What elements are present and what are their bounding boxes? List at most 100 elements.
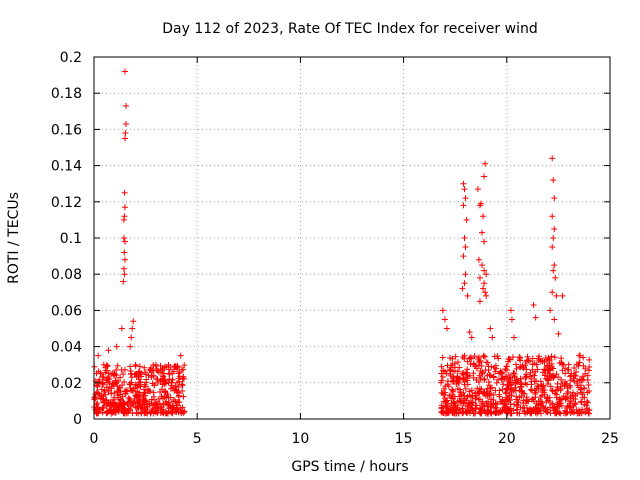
data-point bbox=[151, 382, 158, 389]
data-point bbox=[582, 370, 589, 377]
data-point bbox=[508, 410, 515, 417]
data-point bbox=[533, 408, 540, 415]
data-point bbox=[99, 404, 106, 411]
data-point bbox=[451, 360, 458, 367]
data-point bbox=[108, 385, 115, 392]
data-point bbox=[451, 393, 458, 400]
data-point bbox=[549, 244, 556, 251]
data-point bbox=[489, 334, 496, 341]
data-point bbox=[555, 330, 562, 337]
data-point bbox=[529, 395, 536, 402]
data-point bbox=[100, 396, 107, 403]
data-point bbox=[575, 362, 582, 369]
data-point bbox=[175, 393, 182, 400]
data-point bbox=[546, 362, 553, 369]
x-tick-label: 15 bbox=[395, 431, 413, 447]
data-point bbox=[141, 389, 148, 396]
data-point bbox=[514, 410, 521, 417]
data-point bbox=[170, 366, 177, 373]
data-point bbox=[120, 410, 127, 417]
data-point bbox=[469, 399, 476, 406]
data-point bbox=[111, 370, 118, 377]
data-point bbox=[471, 361, 478, 368]
data-point bbox=[99, 379, 106, 386]
data-point bbox=[513, 365, 520, 372]
data-point bbox=[477, 358, 484, 365]
data-point bbox=[462, 271, 469, 278]
data-point bbox=[535, 383, 542, 390]
data-point bbox=[484, 359, 491, 366]
x-tick-label: 25 bbox=[601, 431, 619, 447]
data-point bbox=[449, 387, 456, 394]
data-point bbox=[550, 177, 557, 184]
data-point bbox=[462, 385, 469, 392]
y-tick-label: 0.1 bbox=[60, 231, 82, 247]
data-point bbox=[118, 402, 125, 409]
data-point bbox=[466, 329, 473, 336]
data-point bbox=[462, 400, 469, 407]
data-point bbox=[555, 374, 562, 381]
data-point bbox=[487, 325, 494, 332]
data-point bbox=[507, 397, 514, 404]
data-point bbox=[493, 409, 500, 416]
data-point bbox=[505, 371, 512, 378]
data-point bbox=[461, 397, 468, 404]
data-point bbox=[118, 325, 125, 332]
data-point bbox=[161, 370, 168, 377]
data-point bbox=[127, 343, 134, 350]
data-point bbox=[460, 253, 467, 260]
data-point bbox=[163, 393, 170, 400]
data-point bbox=[121, 68, 128, 75]
data-point bbox=[495, 355, 502, 362]
data-point bbox=[109, 409, 116, 416]
data-point bbox=[479, 262, 486, 269]
data-point bbox=[539, 358, 546, 365]
data-point bbox=[564, 384, 571, 391]
data-point bbox=[443, 325, 450, 332]
data-point bbox=[121, 189, 128, 196]
data-point bbox=[533, 361, 540, 368]
data-point bbox=[586, 364, 593, 371]
data-point bbox=[499, 407, 506, 414]
data-point bbox=[128, 334, 135, 341]
data-point bbox=[127, 367, 134, 374]
data-point bbox=[475, 389, 482, 396]
data-point bbox=[440, 385, 447, 392]
data-point bbox=[556, 403, 563, 410]
data-point bbox=[148, 364, 155, 371]
data-point bbox=[542, 369, 549, 376]
data-point bbox=[119, 382, 126, 389]
data-point bbox=[475, 379, 482, 386]
data-point bbox=[152, 408, 159, 415]
data-point bbox=[167, 403, 174, 410]
data-point bbox=[120, 235, 127, 241]
data-point bbox=[464, 292, 471, 299]
data-point bbox=[570, 395, 577, 402]
data-point bbox=[476, 388, 483, 395]
data-point bbox=[485, 363, 492, 370]
x-tick-labels: 0 5 10 15 20 25 bbox=[90, 431, 619, 447]
data-point bbox=[551, 262, 558, 269]
data-point bbox=[514, 377, 521, 384]
y-tick-label: 0.16 bbox=[51, 122, 82, 138]
data-point bbox=[512, 380, 519, 387]
data-point bbox=[175, 370, 182, 377]
data-point bbox=[152, 402, 159, 409]
data-point bbox=[537, 378, 544, 385]
data-point bbox=[550, 407, 557, 414]
x-tick-label: 20 bbox=[498, 431, 516, 447]
y-tick-label: 0.06 bbox=[51, 303, 82, 319]
data-point bbox=[522, 371, 529, 378]
data-point bbox=[105, 347, 112, 354]
data-point bbox=[532, 368, 539, 375]
y-tick-label: 0.02 bbox=[51, 376, 82, 392]
data-point bbox=[450, 399, 457, 406]
data-point bbox=[450, 407, 457, 414]
data-point bbox=[155, 395, 162, 402]
data-point bbox=[159, 395, 166, 402]
data-point bbox=[162, 389, 169, 396]
data-point bbox=[169, 410, 176, 417]
data-point bbox=[146, 388, 153, 395]
data-point bbox=[95, 352, 102, 359]
data-point bbox=[527, 386, 534, 393]
